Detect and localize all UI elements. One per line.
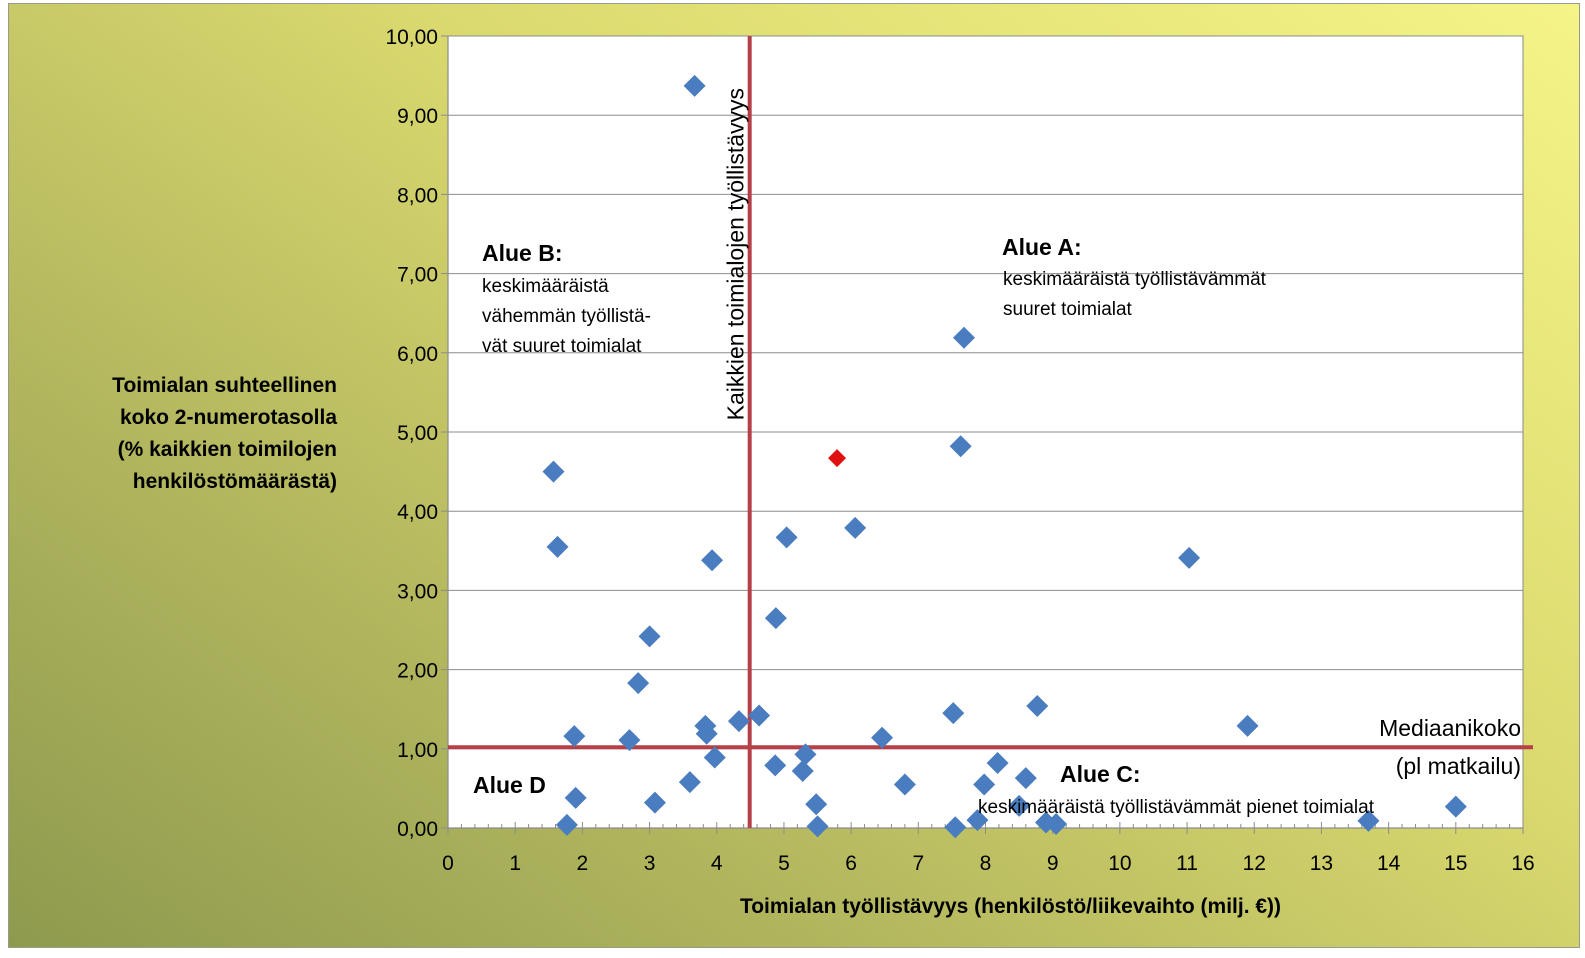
x-tick-label: 6 xyxy=(845,852,857,875)
data-point xyxy=(844,516,867,539)
data-point xyxy=(806,815,829,838)
region-b-title: Alue B: xyxy=(482,240,563,266)
y-tick-label: 1,00 xyxy=(397,739,438,762)
region-a-title: Alue A: xyxy=(1002,234,1082,260)
region-c-text: keskimääräistä työllistävämmät pienet to… xyxy=(978,797,1375,818)
highlighted-data-point xyxy=(828,449,847,468)
data-point xyxy=(643,791,666,814)
x-tick-label: 13 xyxy=(1310,852,1333,875)
data-point xyxy=(893,773,916,796)
data-point xyxy=(748,704,771,727)
y-tick-label: 6,00 xyxy=(397,343,438,366)
data-point xyxy=(1178,546,1201,569)
data-point xyxy=(949,435,972,458)
data-point xyxy=(944,816,967,839)
gridlines xyxy=(448,35,1523,750)
data-point xyxy=(683,74,706,97)
x-tick-label: 0 xyxy=(442,852,454,875)
x-tick-label: 4 xyxy=(711,852,723,875)
y-axis-title-line: Toimialan suhteellinen xyxy=(112,374,337,397)
data-point xyxy=(942,702,965,725)
y-tick-label: 5,00 xyxy=(397,422,438,445)
x-tick-label: 9 xyxy=(1047,852,1059,875)
data-point xyxy=(791,759,814,782)
region-b-text: vähemmän työllistä- xyxy=(482,306,651,327)
data-point xyxy=(678,771,701,794)
vertical-reference-label: Kaikkien toimialojen työllistävyys xyxy=(723,88,749,420)
data-point xyxy=(1026,695,1049,718)
data-point xyxy=(618,729,641,752)
x-tick-label: 2 xyxy=(577,852,589,875)
x-tick-label: 8 xyxy=(980,852,992,875)
data-point xyxy=(563,725,586,748)
data-point xyxy=(764,607,787,630)
region-a-text: suuret toimialat xyxy=(1003,299,1133,320)
y-axis-title-line: henkilöstömäärästä) xyxy=(133,470,337,493)
median-label: Mediaanikoko xyxy=(1379,715,1521,741)
x-tick-label: 1 xyxy=(509,852,521,875)
x-tick-label: 14 xyxy=(1377,852,1401,875)
median-sublabel: (pl matkailu) xyxy=(1396,753,1521,779)
y-tick-label: 8,00 xyxy=(397,184,438,207)
region-b-text: keskimääräistä xyxy=(482,276,609,297)
annotations: Kaikkien toimialojen työllistävyys Mediaa… xyxy=(473,88,1521,818)
x-tick-label: 3 xyxy=(644,852,656,875)
y-tick-label: 10,00 xyxy=(385,26,438,49)
y-tick-label: 2,00 xyxy=(397,660,438,683)
axes: 0,00 1,00 2,00 3,00 4,00 5,00 6,00 7,00 8,00 9,00… xyxy=(112,26,1535,918)
x-tick-label: 5 xyxy=(778,852,790,875)
x-tick-label: 11 xyxy=(1176,852,1198,875)
data-point xyxy=(564,786,587,809)
data-point xyxy=(775,526,798,549)
data-point xyxy=(986,752,1009,775)
region-b-text: vät suuret toimialat xyxy=(482,336,642,357)
data-point xyxy=(1444,795,1467,818)
data-point xyxy=(1045,813,1068,836)
x-tick-label: 10 xyxy=(1108,852,1131,875)
data-point xyxy=(546,535,569,558)
x-tick-label: 12 xyxy=(1243,852,1266,875)
y-tick-label: 7,00 xyxy=(397,264,438,287)
data-point xyxy=(973,773,996,796)
data-point xyxy=(701,549,724,572)
data-point xyxy=(805,793,828,816)
y-axis-title-line: koko 2-numerotasolla xyxy=(120,406,337,429)
y-tick-label: 9,00 xyxy=(397,105,438,128)
y-axis-title-line: (% kaikkien toimilojen xyxy=(118,438,337,461)
data-point xyxy=(764,754,787,777)
x-axis-title: Toimialan työllistävyys (henkilöstö/liik… xyxy=(740,895,1281,918)
data-point xyxy=(727,710,750,733)
data-point xyxy=(871,726,894,749)
data-point xyxy=(1357,809,1380,832)
data-point xyxy=(1236,714,1259,737)
x-tick-label: 16 xyxy=(1511,852,1534,875)
y-tick-label: 0,00 xyxy=(397,818,438,841)
data-points xyxy=(542,74,1467,839)
data-point xyxy=(627,672,650,695)
y-tick-label: 4,00 xyxy=(397,501,438,524)
data-point xyxy=(794,743,817,766)
region-a-text: keskimääräistä työllistävämmät xyxy=(1003,269,1267,290)
data-point xyxy=(542,460,565,483)
data-point xyxy=(1008,794,1031,817)
data-point xyxy=(555,813,578,836)
data-point xyxy=(638,625,661,648)
y-tick-label: 3,00 xyxy=(397,580,438,603)
region-c-title: Alue C: xyxy=(1060,761,1141,787)
data-point xyxy=(695,722,718,745)
region-d-title: Alue D xyxy=(473,772,546,798)
data-point xyxy=(1014,767,1037,790)
x-tick-label: 7 xyxy=(912,852,924,875)
data-point xyxy=(703,746,726,769)
data-point xyxy=(953,326,975,349)
data-point xyxy=(966,809,989,832)
x-tick-label: 15 xyxy=(1444,852,1467,875)
